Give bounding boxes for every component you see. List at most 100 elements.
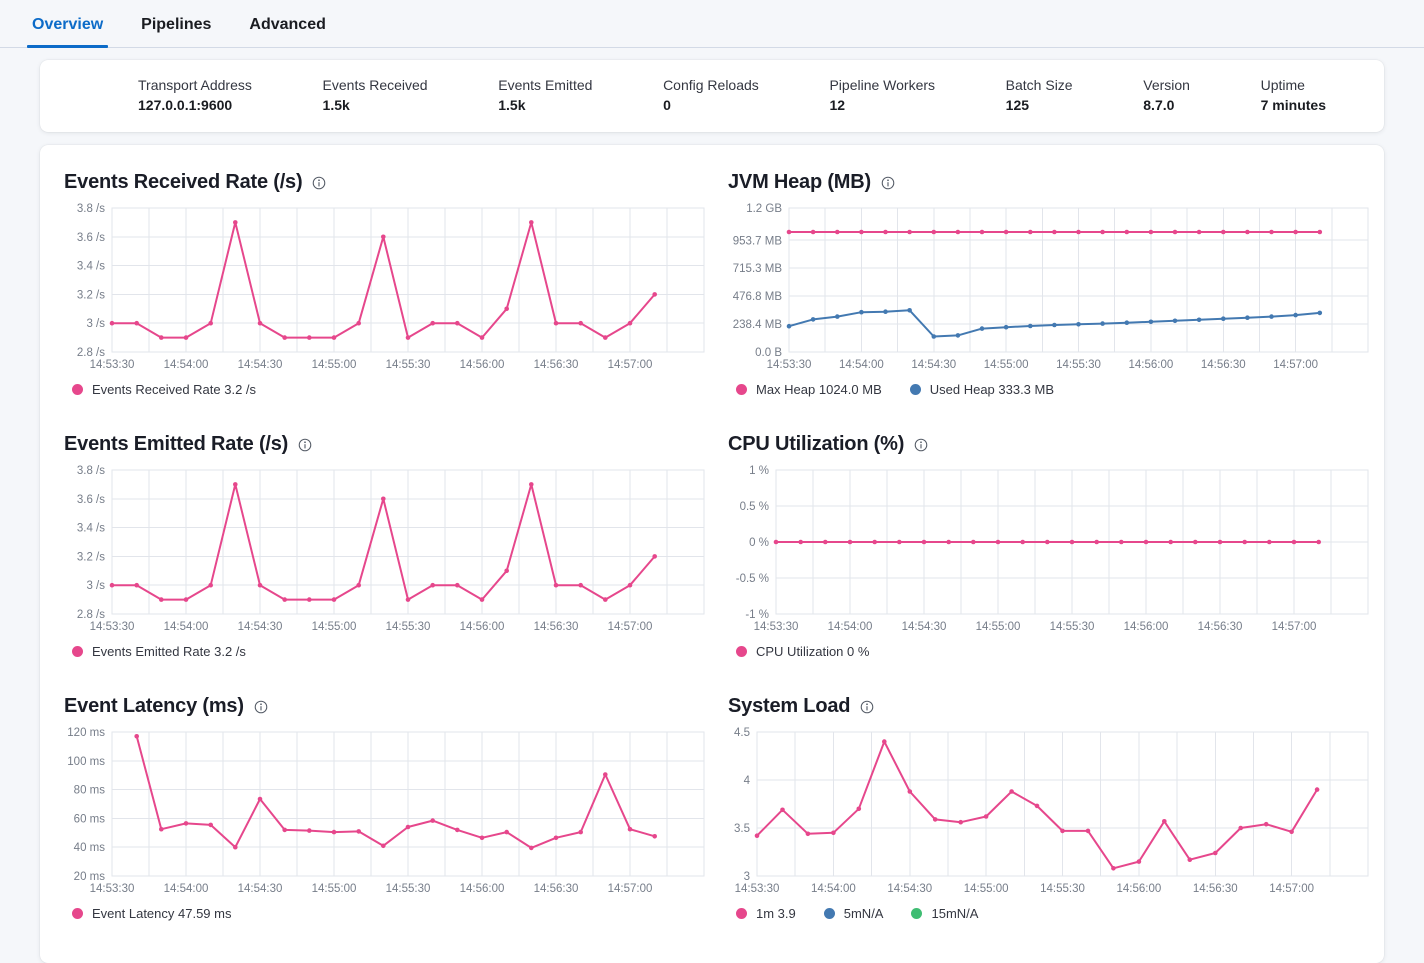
svg-text:14:56:30: 14:56:30	[534, 621, 579, 633]
svg-text:0.5 %: 0.5 %	[740, 501, 769, 513]
chart-title: Event Latency (ms)	[64, 695, 244, 717]
svg-text:14:53:30: 14:53:30	[735, 883, 780, 895]
svg-text:14:54:00: 14:54:00	[828, 621, 873, 633]
stat-value: 0	[663, 97, 671, 113]
svg-text:14:56:30: 14:56:30	[1193, 883, 1238, 895]
info-icon[interactable]	[254, 700, 268, 714]
legend-dot-icon	[736, 908, 747, 919]
svg-text:14:53:30: 14:53:30	[767, 359, 812, 371]
svg-text:2.8 /s: 2.8 /s	[77, 609, 105, 621]
svg-text:1 %: 1 %	[749, 465, 769, 477]
svg-text:14:53:30: 14:53:30	[90, 883, 135, 895]
svg-text:14:55:00: 14:55:00	[964, 883, 1009, 895]
legend-dot-icon	[736, 646, 747, 657]
stat-value: 8.7.0	[1143, 97, 1175, 113]
svg-text:3: 3	[744, 871, 750, 883]
chart-canvas: -1 % -0.5 % 0 % 0.5 % 1 % 14:53:30 14:54:00 14:…	[728, 464, 1376, 636]
svg-text:14:54:30: 14:54:30	[911, 359, 956, 371]
tab-advanced[interactable]: Advanced	[249, 16, 326, 33]
chart-legend: 1m 3.9 5mN/A 15mN/A	[736, 906, 1376, 921]
legend-item[interactable]: CPU Utilization 0 %	[736, 644, 869, 659]
stats-row: Transport Address 127.0.0.1:9600 Events …	[40, 60, 1384, 116]
chart-svg: 2.8 /s 3 /s 3.2 /s 3.4 /s 3.6 /s 3.8 /s 14:53:…	[77, 203, 705, 371]
svg-text:14:55:30: 14:55:30	[1050, 621, 1095, 633]
chart-legend: Events Received Rate 3.2 /s	[72, 382, 712, 397]
legend-item[interactable]: 15mN/A	[911, 906, 978, 921]
svg-text:120 ms: 120 ms	[67, 727, 105, 739]
chart-canvas: 3 3.5 4 4.5 14:53:30 14:54:00 14:54:30 14:55:00…	[728, 726, 1376, 898]
chart-grid: Events Received Rate (/s) 2.8 /s 3 /s 3.2 …	[64, 171, 1369, 921]
chart-title: Events Emitted Rate (/s)	[64, 433, 289, 455]
chart-legend: Event Latency 47.59 ms	[72, 906, 712, 921]
legend-item[interactable]: Events Emitted Rate 3.2 /s	[72, 644, 246, 659]
legend-item[interactable]: 1m 3.9	[736, 906, 796, 921]
legend-dot-icon	[72, 908, 83, 919]
legend-label: 15mN/A	[931, 906, 979, 921]
svg-text:20 ms: 20 ms	[74, 871, 106, 883]
stat-value: 127.0.0.1:9600	[138, 97, 233, 113]
legend-label: 5mN/A	[843, 906, 884, 921]
svg-text:14:54:00: 14:54:00	[164, 359, 209, 371]
svg-text:476.8 MB: 476.8 MB	[733, 291, 783, 303]
legend-item[interactable]: Used Heap 333.3 MB	[909, 382, 1054, 397]
info-icon[interactable]	[298, 438, 312, 452]
info-icon[interactable]	[860, 700, 874, 714]
stats-summary-card: Transport Address 127.0.0.1:9600 Events …	[40, 60, 1384, 132]
legend-label: Event Latency 47.59 ms	[92, 906, 232, 921]
chart-legend: Max Heap 1024.0 MB Used Heap 333.3 MB	[736, 382, 1376, 397]
charts-panel: Events Received Rate (/s) 2.8 /s 3 /s 3.2 …	[40, 145, 1384, 963]
svg-text:14:54:00: 14:54:00	[164, 621, 209, 633]
svg-text:0 %: 0 %	[749, 537, 769, 549]
legend-item[interactable]: 5mN/A	[823, 906, 884, 921]
tab-pipelines[interactable]: Pipelines	[141, 16, 212, 33]
chart-legend: Events Emitted Rate 3.2 /s	[72, 644, 712, 659]
svg-text:3.8 /s: 3.8 /s	[77, 465, 105, 477]
info-icon[interactable]	[312, 176, 326, 190]
chart-events-emitted-rate: Events Emitted Rate (/s) 2.8 /s 3 /s 3.2 /…	[64, 433, 712, 659]
tab-overview[interactable]: Overview	[27, 4, 109, 48]
svg-text:14:55:00: 14:55:00	[312, 359, 357, 371]
svg-text:2.8 /s: 2.8 /s	[77, 347, 105, 359]
stat-value: 12	[829, 97, 846, 113]
svg-text:14:56:30: 14:56:30	[1201, 359, 1246, 371]
legend-item[interactable]: Events Received Rate 3.2 /s	[72, 382, 256, 397]
svg-text:14:54:30: 14:54:30	[238, 883, 283, 895]
stat-events-received: Events Received 1.5k	[323, 75, 428, 116]
chart-title: CPU Utilization (%)	[728, 433, 905, 455]
svg-text:14:53:30: 14:53:30	[90, 359, 135, 371]
svg-text:3 /s: 3 /s	[86, 580, 105, 592]
chart-svg: 0.0 B 238.4 MB 476.8 MB 715.3 MB 953.7 MB 1.2…	[733, 203, 1369, 371]
svg-text:3.4 /s: 3.4 /s	[77, 523, 105, 535]
svg-text:14:57:00: 14:57:00	[608, 621, 653, 633]
svg-text:3.2 /s: 3.2 /s	[77, 551, 105, 563]
legend-item[interactable]: Event Latency 47.59 ms	[72, 906, 231, 921]
stat-value: 1.5k	[322, 97, 350, 113]
svg-text:14:57:00: 14:57:00	[1272, 621, 1317, 633]
chart-svg: 20 ms 40 ms 60 ms 80 ms 100 ms 120 ms 14:53:30…	[67, 727, 705, 895]
stat-value: 1.5k	[498, 97, 526, 113]
svg-text:3.4 /s: 3.4 /s	[77, 261, 105, 273]
svg-text:14:55:30: 14:55:30	[1040, 883, 1085, 895]
svg-text:14:55:30: 14:55:30	[386, 359, 431, 371]
chart-canvas: 2.8 /s 3 /s 3.2 /s 3.4 /s 3.6 /s 3.8 /s 14:53:…	[64, 202, 712, 374]
stat-label: Version	[1143, 77, 1190, 93]
svg-text:4.5: 4.5	[734, 727, 750, 739]
svg-text:14:57:00: 14:57:00	[1269, 883, 1314, 895]
svg-text:3.8 /s: 3.8 /s	[77, 203, 105, 215]
legend-label: Events Received Rate 3.2 /s	[92, 382, 257, 397]
svg-text:14:55:30: 14:55:30	[386, 621, 431, 633]
info-icon[interactable]	[914, 438, 928, 452]
stat-value: 125	[1005, 97, 1030, 113]
chart-canvas: 20 ms 40 ms 60 ms 80 ms 100 ms 120 ms 14:53:30…	[64, 726, 712, 898]
info-icon[interactable]	[881, 176, 895, 190]
svg-text:3.6 /s: 3.6 /s	[77, 232, 105, 244]
chart-svg: -1 % -0.5 % 0 % 0.5 % 1 % 14:53:30 14:54:00 14:…	[736, 465, 1369, 633]
legend-dot-icon	[823, 908, 835, 919]
svg-text:3.2 /s: 3.2 /s	[77, 289, 105, 301]
stat-transport-address: Transport Address 127.0.0.1:9600	[138, 75, 252, 116]
svg-text:14:53:30: 14:53:30	[90, 621, 135, 633]
legend-item[interactable]: Max Heap 1024.0 MB	[736, 382, 882, 397]
chart-svg: 2.8 /s 3 /s 3.2 /s 3.4 /s 3.6 /s 3.8 /s 14:53:…	[77, 465, 705, 633]
svg-text:100 ms: 100 ms	[67, 756, 105, 768]
chart-system-load: System Load 3 3.5 4 4.5 14:53:30 14:54:00 14:5…	[728, 695, 1376, 921]
